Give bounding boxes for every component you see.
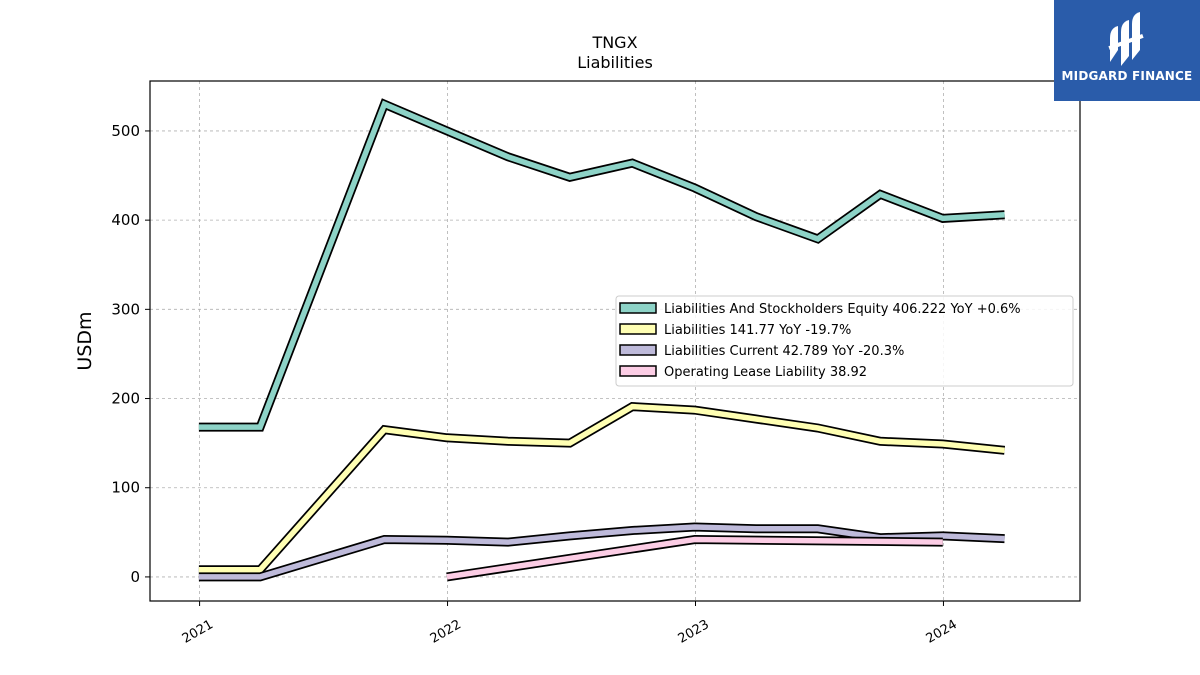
x-axis: 2021 2022 2023 2024	[180, 601, 960, 647]
x-tick-label: 2022	[428, 617, 464, 647]
legend: Liabilities And Stockholders Equity 406.…	[615, 295, 1074, 387]
chart-subtitle: Liabilities	[577, 53, 653, 72]
y-tick-label: 500	[111, 122, 140, 140]
series-layer	[198, 98, 1006, 582]
y-tick-label: 200	[111, 390, 140, 408]
midgard-finance-logo: MIDGARD FINANCE	[1054, 0, 1200, 101]
legend-swatch	[619, 344, 657, 356]
x-tick-label: 2023	[676, 617, 712, 647]
y-tick-label: 100	[111, 479, 140, 497]
chart-title: TNGX	[591, 33, 637, 52]
series-line	[446, 536, 943, 580]
series-line	[198, 403, 1005, 573]
legend-label: Liabilities 141.77 YoY -19.7%	[664, 323, 851, 338]
series-operating-lease-liability	[446, 534, 943, 582]
legend-label: Operating Lease Liability 38.92	[664, 365, 867, 380]
y-tick-label: 400	[111, 211, 140, 229]
legend-swatch	[619, 302, 657, 314]
legend-label: Liabilities And Stockholders Equity 406.…	[664, 302, 1021, 317]
y-tick-label: 300	[111, 300, 140, 318]
logo-text: MIDGARD FINANCE	[1061, 69, 1193, 83]
plot-frame	[149, 80, 1081, 602]
legend-box	[615, 295, 1074, 387]
y-axis: 0 100 200 300 400 500	[111, 122, 150, 586]
legend-swatch	[619, 365, 657, 377]
x-tick-label: 2021	[180, 617, 216, 647]
x-tick-label: 2024	[924, 617, 960, 647]
legend-swatch	[619, 323, 657, 335]
legend-label: Liabilities Current 42.789 YoY -20.3%	[664, 344, 904, 359]
y-axis-label: USDm	[74, 311, 96, 370]
y-tick-label: 0	[130, 568, 140, 586]
series-liabilities-and-stockholders-equity	[198, 98, 1005, 432]
series-liabilities	[198, 402, 1006, 575]
logo-mark-icon	[1108, 12, 1144, 66]
series-line	[198, 100, 1005, 430]
